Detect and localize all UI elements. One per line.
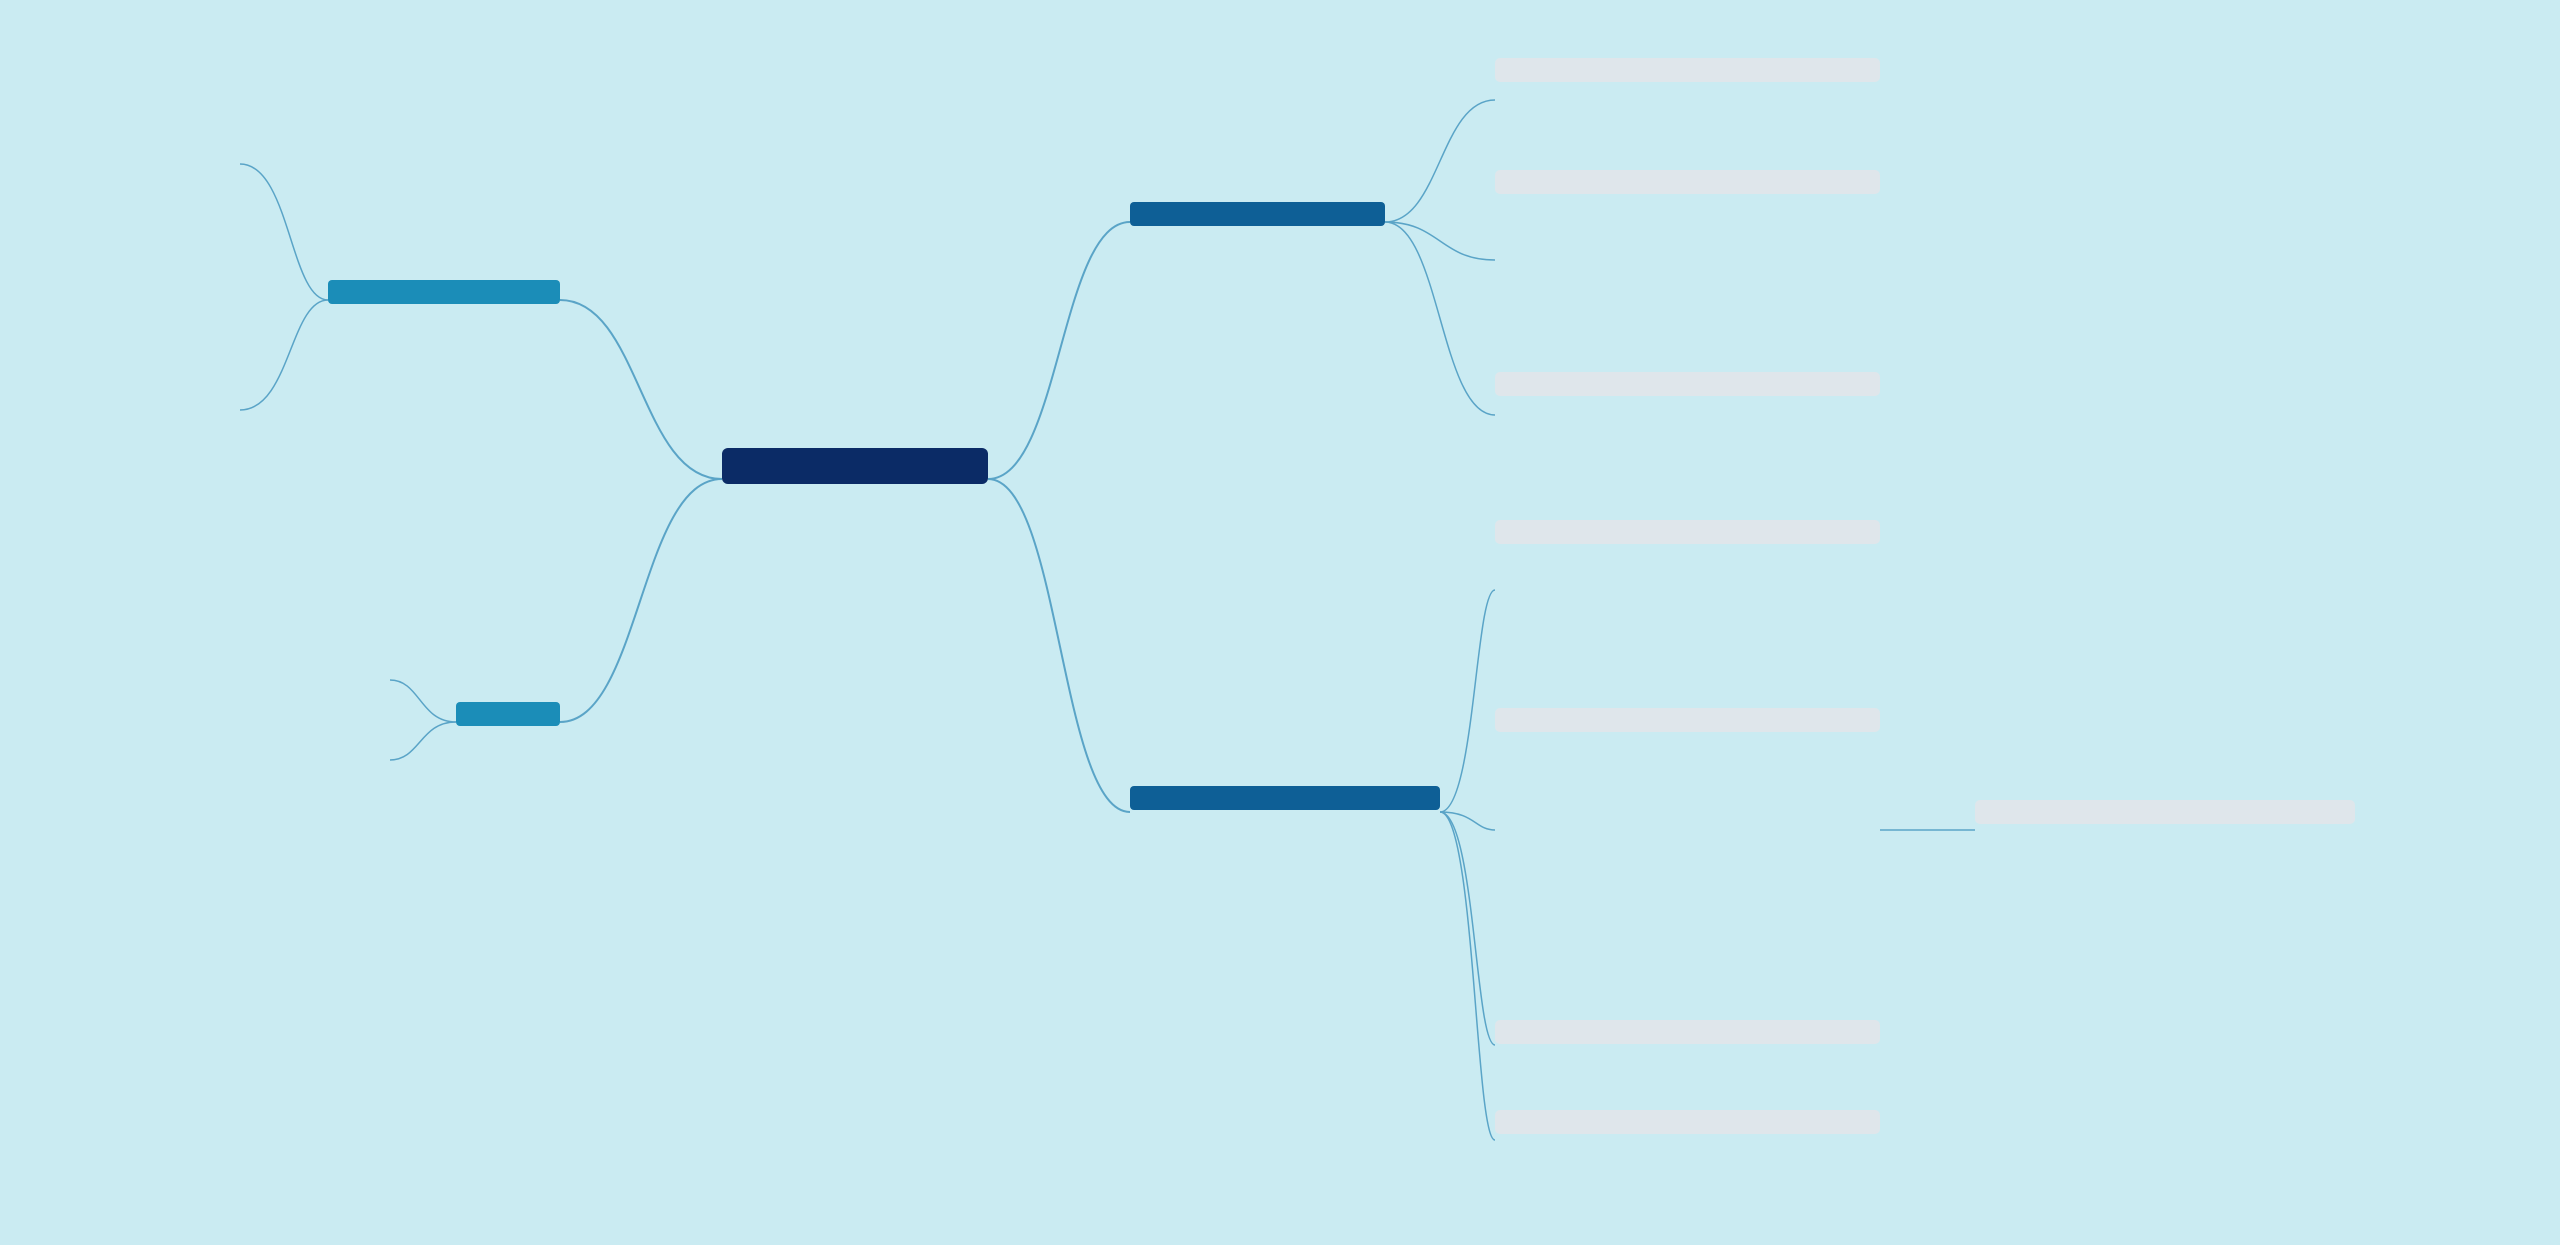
branch-1-leaf-2[interactable] <box>1495 170 1880 194</box>
branch-3-leaf-2-sub[interactable] <box>1975 800 2355 824</box>
law-item-1[interactable] <box>100 666 390 674</box>
branch-3-leaf-2[interactable] <box>1495 708 1880 732</box>
branch-1[interactable] <box>1130 202 1385 226</box>
root-node[interactable] <box>722 448 988 484</box>
law-item-2[interactable] <box>100 748 390 756</box>
branch-3-leaf-1[interactable] <box>1495 520 1880 544</box>
branch-3[interactable] <box>1130 786 1440 810</box>
branch-2-leaf-2[interactable] <box>0 220 282 228</box>
branch-1-leaf-1[interactable] <box>1495 58 1880 82</box>
connector-layer <box>0 0 2560 1245</box>
branch-3-leaf-4[interactable] <box>1495 1110 1880 1134</box>
branch-2-leaf-1[interactable] <box>0 150 280 158</box>
branch-2[interactable] <box>328 280 560 304</box>
branch-1-leaf-3[interactable] <box>1495 372 1880 396</box>
branch-3-leaf-3[interactable] <box>1495 1020 1880 1044</box>
branch-law[interactable] <box>456 702 560 726</box>
